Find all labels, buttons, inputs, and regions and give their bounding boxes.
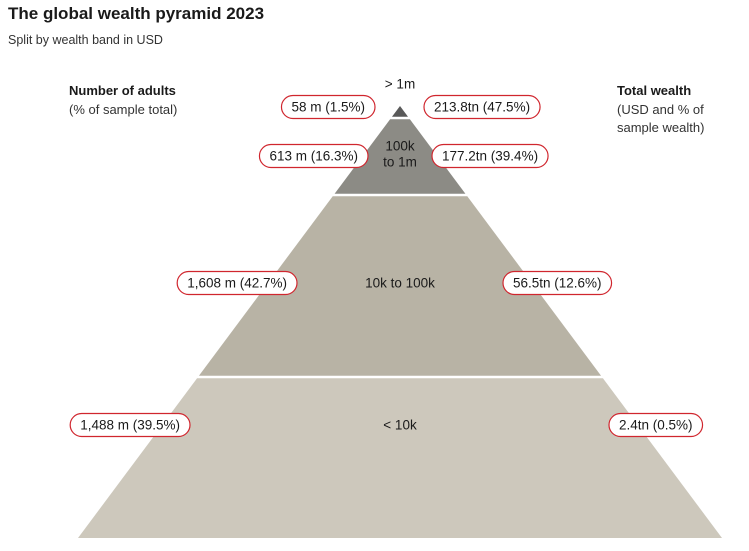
tier-band-label: to 1m <box>383 155 417 170</box>
right-header-subtitle-1: (USD and % of <box>617 102 704 117</box>
right-header-subtitle-2: sample wealth) <box>617 120 705 135</box>
wealth-label-text: 2.4tn (0.5%) <box>619 418 693 433</box>
wealth-label-outline <box>502 270 613 296</box>
adults-label-outline <box>69 412 191 438</box>
adults-label-outline <box>280 94 376 120</box>
adults-label-text: 1,608 m (42.7%) <box>187 276 287 291</box>
wealth-label: 2.4tn (0.5%) <box>608 412 704 438</box>
tier-band-label: < 10k <box>383 418 417 433</box>
left-header-subtitle: (% of sample total) <box>69 102 178 117</box>
tier-band-label: 100k <box>385 139 415 154</box>
pyramid-tier-1 <box>391 106 409 117</box>
wealth-label-text: 213.8tn (47.5%) <box>434 100 530 115</box>
left-header-title: Number of adults <box>69 83 176 98</box>
wealth-label-text: 56.5tn (12.6%) <box>513 276 602 291</box>
wealth-label-outline <box>423 94 541 120</box>
pyramid-tier-3 <box>198 196 602 376</box>
adults-label: 1,608 m (42.7%) <box>176 270 298 296</box>
chart-subtitle: Split by wealth band in USD <box>8 33 163 47</box>
adults-label-outline <box>176 270 298 296</box>
pyramid-tier-2 <box>334 119 466 194</box>
adults-label-text: 58 m (1.5%) <box>291 100 365 115</box>
adults-label: 58 m (1.5%) <box>280 94 376 120</box>
wealth-label: 213.8tn (47.5%) <box>423 94 541 120</box>
adults-label: 1,488 m (39.5%) <box>69 412 191 438</box>
wealth-label: 177.2tn (39.4%) <box>431 143 549 169</box>
chart-title: The global wealth pyramid 2023 <box>8 4 265 23</box>
adults-label-outline <box>258 143 369 169</box>
tier-band-label: > 1m <box>385 77 415 92</box>
tier-band-label: 10k to 100k <box>365 276 435 291</box>
wealth-label: 56.5tn (12.6%) <box>502 270 613 296</box>
adults-label: 613 m (16.3%) <box>258 143 369 169</box>
adults-label-text: 613 m (16.3%) <box>269 149 358 164</box>
wealth-label-text: 177.2tn (39.4%) <box>442 149 538 164</box>
wealth-label-outline <box>608 412 704 438</box>
pyramid-tier-4 <box>78 378 722 538</box>
adults-label-text: 1,488 m (39.5%) <box>80 418 180 433</box>
wealth-label-outline <box>431 143 549 169</box>
right-header-title: Total wealth <box>617 83 692 98</box>
